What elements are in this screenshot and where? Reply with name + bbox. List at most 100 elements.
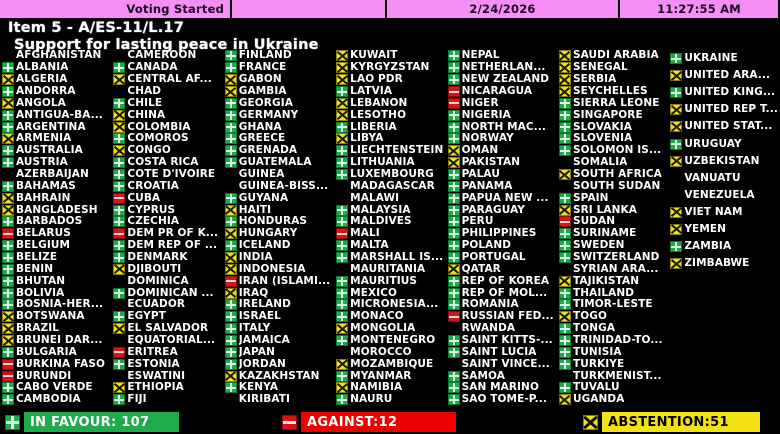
country-row[interactable]: DOMINICA bbox=[111, 275, 222, 287]
country-row[interactable]: ITALY bbox=[223, 323, 334, 335]
country-row[interactable]: TAJIKISTAN bbox=[557, 275, 668, 287]
country-row[interactable]: HONDURAS bbox=[223, 216, 334, 228]
country-row[interactable]: NIGERIA bbox=[446, 109, 557, 121]
country-row[interactable]: OMAN bbox=[446, 145, 557, 157]
country-row[interactable]: MALAWI bbox=[334, 192, 445, 204]
country-row[interactable]: REP OF KOREA bbox=[446, 275, 557, 287]
country-row[interactable]: BHUTAN bbox=[0, 275, 111, 287]
country-row[interactable]: MAURITIUS bbox=[334, 275, 445, 287]
country-row[interactable]: PERU bbox=[446, 216, 557, 228]
country-row[interactable]: BRUNEI DAR... bbox=[0, 335, 111, 347]
country-row[interactable]: TURKMENIST... bbox=[557, 370, 668, 382]
country-row[interactable]: LITHUANIA bbox=[334, 157, 445, 169]
country-row[interactable]: NETHERLAN... bbox=[446, 62, 557, 74]
country-row[interactable]: BRAZIL bbox=[0, 323, 111, 335]
country-row[interactable]: BOSNIA-HER... bbox=[0, 299, 111, 311]
country-row[interactable]: COLOMBIA bbox=[111, 121, 222, 133]
country-row[interactable]: MALAYSIA bbox=[334, 204, 445, 216]
country-row[interactable]: TUNISIA bbox=[557, 346, 668, 358]
country-row[interactable]: SLOVENIA bbox=[557, 133, 668, 145]
country-row[interactable]: BELIZE bbox=[0, 252, 111, 264]
country-row[interactable]: SLOVAKIA bbox=[557, 121, 668, 133]
country-row[interactable]: CONGO bbox=[111, 145, 222, 157]
country-row[interactable]: SUDAN bbox=[557, 216, 668, 228]
country-row[interactable]: BARBADOS bbox=[0, 216, 111, 228]
country-row[interactable]: ANTIGUA-BA... bbox=[0, 109, 111, 121]
country-row[interactable]: JORDAN bbox=[223, 358, 334, 370]
country-row[interactable]: NORTH MAC... bbox=[446, 121, 557, 133]
country-row[interactable]: UNITED REP T... bbox=[668, 101, 779, 118]
country-row[interactable]: BELARUS bbox=[0, 228, 111, 240]
country-row[interactable]: LESOTHO bbox=[334, 109, 445, 121]
country-row[interactable]: UNITED KING... bbox=[668, 84, 779, 101]
country-row[interactable]: GREECE bbox=[223, 133, 334, 145]
country-row[interactable]: GUINEA-BISS... bbox=[223, 180, 334, 192]
country-row[interactable]: SRI LANKA bbox=[557, 204, 668, 216]
country-row[interactable]: LIBYA bbox=[334, 133, 445, 145]
country-row[interactable]: BOLIVIA bbox=[0, 287, 111, 299]
country-row[interactable]: BANGLADESH bbox=[0, 204, 111, 216]
country-row[interactable]: CANADA bbox=[111, 62, 222, 74]
country-row[interactable]: BAHRAIN bbox=[0, 192, 111, 204]
country-row[interactable]: JAMAICA bbox=[223, 335, 334, 347]
country-row[interactable]: UKRAINE bbox=[668, 50, 779, 67]
country-row[interactable]: CHAD bbox=[111, 86, 222, 98]
country-row[interactable]: NEPAL bbox=[446, 50, 557, 62]
country-row[interactable]: MOZAMBIQUE bbox=[334, 358, 445, 370]
country-row[interactable]: TRINIDAD-TO... bbox=[557, 335, 668, 347]
country-row[interactable]: SERBIA bbox=[557, 74, 668, 86]
country-row[interactable]: SOUTH AFRICA bbox=[557, 169, 668, 181]
country-row[interactable]: AUSTRIA bbox=[0, 157, 111, 169]
country-row[interactable]: ISRAEL bbox=[223, 311, 334, 323]
country-row[interactable]: BOTSWANA bbox=[0, 311, 111, 323]
country-row[interactable]: ANDORRA bbox=[0, 86, 111, 98]
country-row[interactable]: SIERRA LEONE bbox=[557, 97, 668, 109]
country-row[interactable]: DJIBOUTI bbox=[111, 263, 222, 275]
country-row[interactable]: NORWAY bbox=[446, 133, 557, 145]
country-row[interactable]: SURINAME bbox=[557, 228, 668, 240]
country-row[interactable]: VIET NAM bbox=[668, 204, 779, 221]
country-row[interactable]: GUYANA bbox=[223, 192, 334, 204]
country-row[interactable]: CABO VERDE bbox=[0, 382, 111, 394]
country-row[interactable]: SEYCHELLES bbox=[557, 86, 668, 98]
country-row[interactable]: ERITREA bbox=[111, 346, 222, 358]
country-row[interactable]: IRAN (ISLAMI... bbox=[223, 275, 334, 287]
country-row[interactable]: BENIN bbox=[0, 263, 111, 275]
country-row[interactable]: INDONESIA bbox=[223, 263, 334, 275]
country-row[interactable]: BAHAMAS bbox=[0, 180, 111, 192]
country-row[interactable]: KAZAKHSTAN bbox=[223, 370, 334, 382]
country-row[interactable]: MICRONESIA... bbox=[334, 299, 445, 311]
country-row[interactable]: BULGARIA bbox=[0, 346, 111, 358]
country-row[interactable]: GUINEA bbox=[223, 169, 334, 181]
country-row[interactable]: COSTA RICA bbox=[111, 157, 222, 169]
country-row[interactable]: INDIA bbox=[223, 252, 334, 264]
country-row[interactable]: PHILIPPINES bbox=[446, 228, 557, 240]
country-row[interactable]: TONGA bbox=[557, 323, 668, 335]
country-row[interactable]: THAILAND bbox=[557, 287, 668, 299]
country-row[interactable]: MALI bbox=[334, 228, 445, 240]
country-row[interactable]: PORTUGAL bbox=[446, 252, 557, 264]
country-row[interactable]: GHANA bbox=[223, 121, 334, 133]
country-row[interactable]: TOGO bbox=[557, 311, 668, 323]
country-row[interactable]: FIJI bbox=[111, 394, 222, 406]
country-row[interactable]: ARGENTINA bbox=[0, 121, 111, 133]
country-row[interactable]: CZECHIA bbox=[111, 216, 222, 228]
country-row[interactable]: GUATEMALA bbox=[223, 157, 334, 169]
country-row[interactable]: MONGOLIA bbox=[334, 323, 445, 335]
country-row[interactable]: SAUDI ARABIA bbox=[557, 50, 668, 62]
country-row[interactable]: MONTENEGRO bbox=[334, 335, 445, 347]
country-row[interactable]: HUNGARY bbox=[223, 228, 334, 240]
country-row[interactable]: COMOROS bbox=[111, 133, 222, 145]
country-row[interactable]: KIRIBATI bbox=[223, 394, 334, 406]
country-row[interactable]: GAMBIA bbox=[223, 86, 334, 98]
country-row[interactable]: MYANMAR bbox=[334, 370, 445, 382]
country-row[interactable]: AZERBAIJAN bbox=[0, 169, 111, 181]
country-row[interactable]: PARAGUAY bbox=[446, 204, 557, 216]
country-row[interactable]: IRELAND bbox=[223, 299, 334, 311]
country-row[interactable]: TIMOR-LESTE bbox=[557, 299, 668, 311]
country-row[interactable]: LAO PDR bbox=[334, 74, 445, 86]
country-row[interactable]: CAMEROON bbox=[111, 50, 222, 62]
country-row[interactable]: SAO TOME-P... bbox=[446, 394, 557, 406]
country-row[interactable]: CENTRAL AF... bbox=[111, 74, 222, 86]
country-row[interactable]: ZAMBIA bbox=[668, 238, 779, 255]
